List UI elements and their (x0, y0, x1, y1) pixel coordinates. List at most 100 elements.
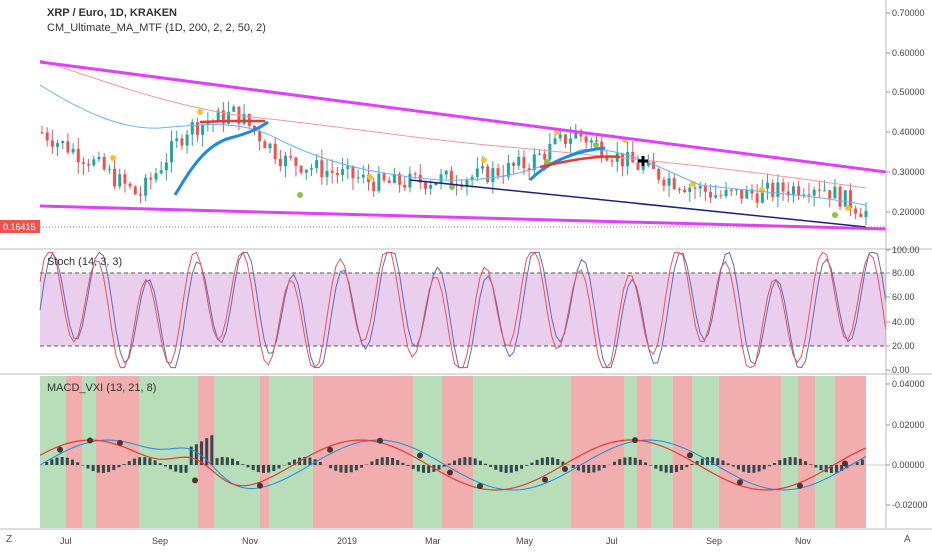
stoch-tick-label: 80.00 (892, 268, 915, 278)
candle-body (263, 141, 266, 148)
macd-histogram-bar (670, 465, 673, 473)
candle-body (61, 141, 64, 143)
candle-body (279, 159, 282, 166)
candle-body (828, 190, 831, 198)
macd-bullish-band (651, 376, 673, 528)
macd-bearish-band (637, 376, 651, 528)
indicator-title[interactable]: CM_Ultimate_MA_MTF (1D, 200, 2, 2, 50, 2… (47, 22, 266, 34)
stoch-title[interactable]: Stoch (14, 3, 3) (47, 256, 122, 268)
candle-body (450, 171, 453, 184)
macd-histogram-bar (381, 457, 384, 465)
macd-histogram-bar (463, 457, 466, 465)
macd-histogram-bar (61, 457, 64, 465)
candle-body (372, 182, 375, 191)
candle-body (611, 160, 614, 161)
macd-bullish-band (289, 376, 313, 528)
candle-body (823, 190, 826, 191)
candle-body (72, 149, 75, 152)
candle-body (289, 156, 292, 158)
signal-dot (832, 212, 838, 218)
macd-histogram-bar (598, 465, 601, 471)
candle-body (699, 186, 702, 189)
candle-body (735, 190, 738, 191)
macd-histogram-bar (76, 462, 79, 465)
macd-histogram-bar (763, 465, 766, 469)
candle-body (331, 171, 334, 173)
current-price-label: 0.16415 (3, 222, 36, 232)
signal-dot (110, 155, 116, 161)
macd-tick-label: 0.02000 (892, 420, 925, 430)
macd-bullish-band (40, 376, 66, 528)
macd-histogram-bar (329, 465, 332, 468)
stoch-tick-label: 100.00 (892, 245, 920, 255)
macd-cross-dot (192, 477, 198, 483)
macd-histogram-bar (221, 457, 224, 465)
macd-histogram-bar (458, 458, 461, 465)
candle-body (522, 157, 525, 168)
macd-histogram-bar (494, 465, 497, 470)
symbol-title[interactable]: XRP / Euro, 1D, KRAKEN (47, 7, 177, 19)
candle-body (844, 190, 847, 207)
candle-body (77, 149, 80, 162)
macd-histogram-bar (179, 465, 182, 473)
auto-scale-button[interactable]: A (904, 534, 911, 545)
candle-body (155, 173, 158, 179)
candle-body (756, 194, 759, 203)
candle-body (186, 135, 189, 146)
candle-body (564, 134, 567, 143)
macd-histogram-bar (422, 465, 425, 473)
macd-bearish-band (442, 376, 473, 528)
macd-bearish-band (341, 376, 372, 528)
price-tick-label: 0.30000 (892, 167, 925, 177)
macd-histogram-bar (386, 457, 389, 465)
candle-body (180, 138, 183, 145)
candle-body (865, 211, 868, 217)
candle-body (377, 174, 380, 191)
macd-histogram-bar (174, 465, 177, 472)
candle-body (196, 122, 199, 135)
stoch-tick-label: 40.00 (892, 317, 915, 327)
price-tick-label: 0.50000 (892, 87, 925, 97)
candle-body (175, 138, 178, 141)
macd-histogram-bar (252, 465, 255, 470)
candle-body (590, 140, 593, 142)
macd-bullish-band (164, 376, 198, 528)
macd-histogram-bar (236, 461, 239, 465)
macd-histogram-bar (345, 465, 348, 473)
macd-title[interactable]: MACD_VXI (13, 21, 8) (47, 382, 156, 394)
macd-cross-dot (562, 466, 568, 472)
macd-bearish-band (381, 376, 413, 528)
zoom-button[interactable]: Z (6, 534, 12, 545)
macd-histogram-bar (479, 461, 482, 465)
macd-bullish-band (234, 376, 249, 528)
macd-histogram-bar (288, 462, 291, 465)
macd-histogram-bar (164, 465, 167, 466)
candle-body (149, 178, 152, 180)
price-axis-ticks[interactable]: 0.700000.600000.500000.400000.300000.200… (886, 8, 925, 217)
macd-histogram-bar (794, 457, 797, 465)
candle-body (714, 195, 717, 197)
macd-histogram-bar (350, 465, 353, 472)
candle-body (538, 154, 541, 155)
macd-histogram-bar (644, 462, 647, 465)
candle-body (481, 166, 484, 168)
macd-cross-dot (447, 470, 453, 476)
macd-histogram-bar (376, 459, 379, 465)
candle-body (357, 177, 360, 178)
candle-body (56, 143, 59, 147)
candle-body (388, 180, 391, 183)
macd-histogram-bar (742, 465, 745, 472)
macd-tick-label: 0.04000 (892, 379, 925, 389)
macd-histogram-bar (685, 465, 688, 467)
candle-body (818, 190, 821, 191)
stoch-band (40, 273, 886, 346)
candle-body (383, 174, 386, 181)
macd-histogram-bar (639, 460, 642, 465)
macd-histogram-bar (226, 457, 229, 465)
candle-body (51, 140, 54, 146)
candle-body (569, 138, 572, 143)
